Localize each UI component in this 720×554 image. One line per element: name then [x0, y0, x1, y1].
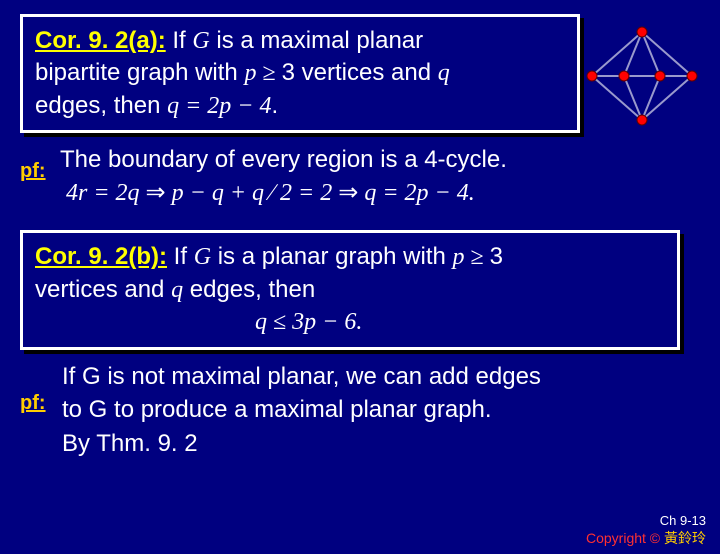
- chapter-label: Ch 9-13: [586, 513, 706, 528]
- corollary-a-text: Cor. 9. 2(a): If G is a maximal planar b…: [35, 25, 565, 122]
- copyright-text: Copyright ©: [586, 530, 664, 546]
- corollary-a-title: Cor. 9. 2(a):: [35, 27, 166, 54]
- proof-a-body: The boundary of every region is a 4-cycl…: [60, 143, 700, 210]
- proof-b-body: If G is not maximal planar, we can add e…: [62, 360, 700, 461]
- corollary-b-box: Cor. 9. 2(b): If G is a planar graph wit…: [20, 230, 680, 349]
- proof-b-label: pf:: [20, 392, 46, 415]
- bipartite-graph-diagram: [582, 24, 702, 132]
- proof-a-label: pf:: [20, 160, 46, 183]
- copyright-line: Copyright © 黃鈴玲: [586, 528, 706, 548]
- author-name: 黃鈴玲: [664, 530, 706, 546]
- corollary-a-box: Cor. 9. 2(a): If G is a maximal planar b…: [20, 14, 580, 133]
- proof-b-line2: to G to produce a maximal planar graph.: [62, 393, 700, 427]
- proof-a-line1: The boundary of every region is a 4-cycl…: [60, 143, 700, 177]
- corollary-b-title: Cor. 9. 2(b):: [35, 243, 167, 270]
- proof-b-line3: By Thm. 9. 2: [62, 427, 700, 461]
- slide-footer: Ch 9-13 Copyright © 黃鈴玲: [586, 513, 706, 548]
- proof-b-line1: If G is not maximal planar, we can add e…: [62, 360, 700, 394]
- proof-a-line2: 4r = 2q ⇒ p − q + q ∕ 2 = 2 ⇒ q = 2p − 4…: [60, 177, 700, 211]
- corollary-b-text: Cor. 9. 2(b): If G is a planar graph wit…: [35, 241, 665, 338]
